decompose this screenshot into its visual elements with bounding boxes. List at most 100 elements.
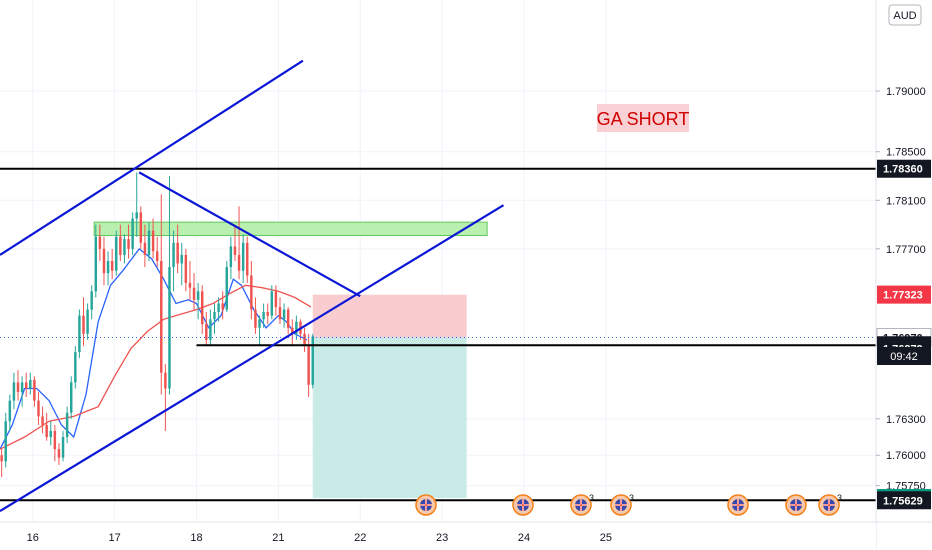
candle (209, 309, 212, 346)
economic-event-icon[interactable] (785, 494, 807, 516)
price-badge-background (877, 285, 931, 304)
candle (176, 224, 179, 274)
candle (164, 364, 167, 431)
y-tick-label: 1.78500 (886, 147, 926, 159)
candle-body (20, 382, 24, 393)
candle-body (119, 236, 122, 255)
price-axis[interactable] (876, 0, 932, 550)
candles-layer (0, 172, 314, 478)
candle (262, 303, 265, 328)
candle-body (8, 400, 12, 422)
candle (278, 297, 282, 325)
x-tick-label: 18 (190, 532, 202, 544)
candle-body (37, 400, 40, 417)
candle-body (143, 242, 147, 255)
candle-body (65, 412, 69, 438)
candle (213, 303, 216, 334)
candle (131, 212, 134, 255)
candle-body (176, 242, 179, 264)
candle-body (45, 424, 48, 438)
candle (90, 285, 93, 320)
candle-body (78, 315, 81, 353)
ma-red (0, 284, 312, 450)
x-tick-label: 21 (272, 532, 284, 544)
candle (53, 424, 57, 462)
price-badge-text: 1.78360 (883, 164, 923, 176)
candle-body (24, 382, 28, 389)
candle-body (241, 242, 245, 271)
candle (311, 333, 314, 389)
candle (24, 372, 28, 397)
candle-body (196, 291, 200, 300)
candle-body (110, 261, 114, 271)
channel-upper[interactable] (0, 59, 304, 256)
candle-body (209, 319, 212, 340)
candle (266, 303, 269, 325)
candle (115, 230, 118, 276)
candle (4, 412, 7, 468)
candle (270, 285, 274, 320)
x-tick-label: 23 (436, 532, 448, 544)
candle-body (0, 455, 3, 462)
price-badge-text: 1.77323 (883, 290, 923, 302)
candle-body (180, 254, 183, 264)
candle (98, 224, 102, 261)
candle-body (237, 254, 241, 271)
clock-badge-text: 09:42 (890, 351, 918, 363)
candle (160, 194, 163, 395)
candle-body (53, 430, 57, 450)
event-icons-layer: 3 3 3 (415, 493, 842, 516)
candle-body (291, 327, 294, 334)
candle (282, 303, 286, 328)
candle-body (131, 218, 134, 249)
candle-body (16, 382, 20, 393)
economic-event-icon[interactable]: 3 (610, 493, 634, 516)
event-count-badge: 3 (837, 493, 842, 503)
clock-badge-background (877, 347, 931, 365)
x-tick-label: 22 (354, 532, 366, 544)
candle (221, 291, 224, 320)
candle-body (4, 421, 7, 462)
candle-body (278, 307, 282, 320)
candle (74, 345, 77, 389)
candle-body (12, 382, 16, 401)
candle (94, 224, 98, 298)
candle-body (123, 239, 126, 255)
time-axis[interactable] (0, 522, 876, 550)
candle-body (254, 309, 257, 328)
candle-body (200, 291, 204, 325)
candle (229, 236, 233, 280)
candle (41, 406, 44, 434)
price-badge-text: 1.75629 (883, 495, 923, 507)
candle-body (217, 303, 220, 312)
candle (254, 297, 257, 334)
candle-body (295, 321, 298, 334)
economic-event-icon[interactable]: 3 (570, 493, 594, 516)
candle (151, 218, 155, 259)
economic-event-icon[interactable] (727, 494, 749, 516)
candle-body (286, 309, 290, 328)
economic-event-icon[interactable]: 3 (818, 493, 842, 516)
candle-body (270, 291, 274, 316)
candle-body (246, 242, 249, 276)
candle (65, 406, 69, 444)
candle-body (188, 282, 192, 288)
candle (295, 315, 298, 340)
channel-lower[interactable] (0, 204, 505, 513)
economic-event-icon[interactable] (512, 494, 534, 516)
candle (37, 392, 40, 425)
economic-event-icon[interactable] (415, 494, 437, 516)
annotation-label[interactable]: GA SHORT (597, 104, 690, 132)
currency-badge-frame (888, 4, 922, 26)
currency-badge[interactable]: AUD (888, 4, 922, 26)
candle-body (102, 248, 106, 274)
candle (127, 224, 130, 259)
annotation-background (597, 104, 689, 132)
candle (192, 273, 196, 310)
candle-body (160, 261, 163, 373)
candle-body (98, 236, 102, 249)
supply-zone (93, 221, 488, 237)
x-tick-label: 25 (600, 532, 612, 544)
descending-line[interactable] (138, 171, 361, 298)
